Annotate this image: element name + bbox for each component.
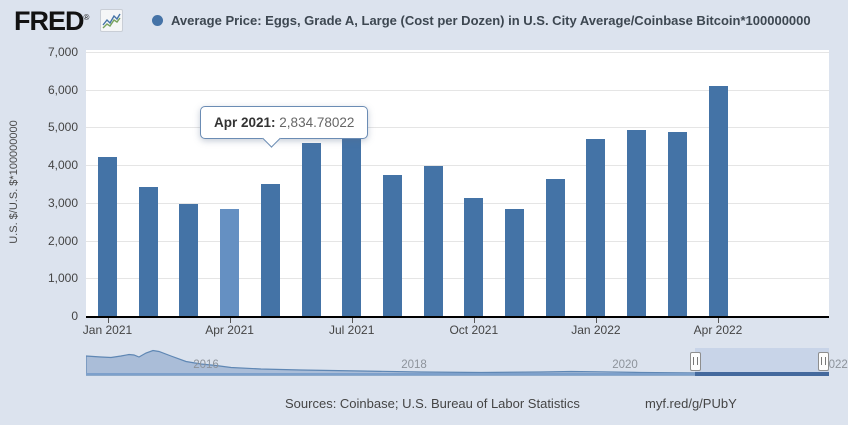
xtick-mark [473,318,475,323]
brush-year-2020: 2020 [612,359,638,371]
ytick-0: 0 [71,309,78,323]
tooltip-value: 2,834.78022 [279,115,355,130]
plot-area[interactable] [86,50,829,318]
ytick-4,000: 4,000 [47,158,78,173]
legend-marker-icon [152,15,163,26]
ytick-3,000: 3,000 [47,195,78,210]
xtick-mark [718,318,719,323]
bar-apr-2022[interactable] [708,86,728,316]
bar-jan-2021[interactable] [98,156,117,316]
brush-handle-left[interactable] [690,352,701,371]
fred-logo[interactable]: FRED® [14,6,90,36]
bar-may-2021[interactable] [260,184,280,316]
xtick-oct-2021: Oct 2021 [449,323,499,337]
ytick-6,000: 6,000 [47,82,78,97]
data-tooltip: Apr 2021: 2,834.78022 [200,106,369,148]
gridline-6000 [86,89,829,91]
bar-jan-2022[interactable] [586,138,606,316]
xtick-mark [351,318,353,323]
grip-icon [821,357,826,365]
xtick-mark [595,318,597,323]
gridline-4000 [86,165,829,167]
xtick-jul-2021: Jul 2021 [329,323,375,337]
brush-baseline [86,373,829,375]
xtick-jan-2021: Jan 2021 [82,323,133,337]
gridline-1000 [86,278,829,280]
brush-year-2016: 2016 [193,359,219,371]
bar-jul-2021[interactable] [342,135,362,316]
ytick-5,000: 5,000 [47,120,78,135]
bar-apr-2021[interactable] [220,209,240,316]
bar-feb-2022[interactable] [627,129,647,316]
registered-mark: ® [83,13,90,22]
brush-selected-range[interactable] [695,348,829,373]
bar-mar-2022[interactable] [667,131,687,316]
bar-jun-2021[interactable] [301,142,321,316]
y-axis-title: U.S. $/U.S. $*100000000 [8,120,20,244]
history-sparkline [86,349,829,376]
date-range-brush[interactable]: 2016 2018 2020 2022 [86,348,848,376]
ytick-7,000: 7,000 [47,45,78,59]
bar-sep-2021[interactable] [423,165,443,316]
bar-oct-2021[interactable] [464,197,484,316]
ytick-1,000: 1,000 [47,271,78,286]
xtick-apr-2021: Apr 2021 [205,323,254,337]
bar-nov-2021[interactable] [505,208,524,316]
gridline-3000 [86,202,829,204]
series-title: Average Price: Eggs, Grade A, Large (Cos… [171,13,811,28]
gridline-2000 [86,240,829,242]
xtick-mark [107,318,109,323]
brush-year-2018: 2018 [401,359,427,371]
fred-logo-chart-icon [100,9,123,32]
xtick-jan-2022: Jan 2022 [571,323,621,337]
grip-icon [693,357,698,365]
xtick-mark [229,318,231,323]
bar-dec-2021[interactable] [545,179,565,316]
gridline-7000 [86,52,829,53]
ytick-2,000: 2,000 [47,233,78,248]
tooltip-date: Apr 2021: [214,115,276,130]
bar-feb-2021[interactable] [138,186,158,316]
brush-baseline-selected [695,372,829,376]
sources-link[interactable]: Sources: Coinbase; U.S. Bureau of Labor … [285,396,580,411]
brush-handle-right[interactable] [818,352,829,371]
bar-aug-2021[interactable] [382,174,402,316]
gridline-5000 [86,127,829,129]
xtick-apr-2022: Apr 2022 [693,323,743,337]
permalink-link[interactable]: myf.red/g/PUbY [645,396,737,411]
bar-mar-2021[interactable] [179,204,199,316]
